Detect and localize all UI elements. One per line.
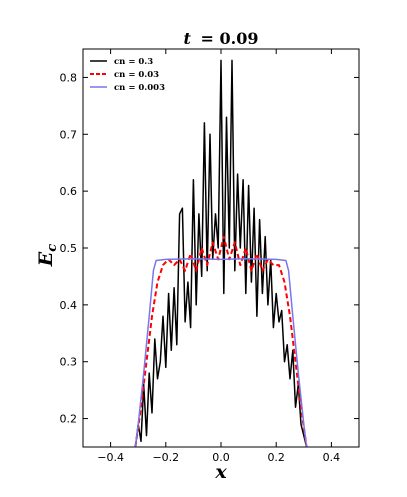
chart-title-operator: = (201, 29, 220, 48)
x-tick-label: −0.2 (152, 451, 179, 464)
series-line-1 (134, 59, 308, 447)
series-line-3 (134, 258, 308, 447)
chart-title-value: 0.09 (219, 29, 258, 48)
legend: cn = 0.3 cn = 0.03 cn = 0.003 (90, 57, 165, 93)
legend-label-2: cn = 0.03 (114, 70, 159, 80)
x-tick-label: −0.4 (97, 451, 124, 464)
x-tick-label: 0.4 (323, 451, 341, 464)
plot-frame (82, 48, 360, 448)
chart-title: t = 0.09 (184, 29, 259, 48)
y-axis-label-subscript: c (45, 244, 60, 252)
x-axis-label: x (214, 461, 227, 483)
y-tick-label: 0.7 (60, 128, 78, 141)
chart-title-symbol: t (184, 29, 192, 48)
y-axis-label-main: E (35, 251, 57, 267)
y-tick-label: 0.3 (60, 356, 78, 369)
series-layer (134, 59, 308, 447)
y-tick-label: 0.8 (60, 71, 78, 84)
y-axis-label: Ec (35, 244, 60, 267)
x-tick-label: 0.0 (212, 451, 230, 464)
legend-label-3: cn = 0.003 (114, 83, 165, 93)
tick-layer: −0.4 −0.2 0.0 0.2 0.4 0.2 0.3 0.4 0.5 0.6 0.7 0.8 (60, 49, 359, 464)
x-tick-label: 0.2 (267, 451, 285, 464)
y-tick-label: 0.4 (60, 299, 78, 312)
y-tick-label: 0.2 (60, 413, 78, 426)
y-tick-label: 0.6 (60, 185, 78, 198)
series-line-2 (134, 235, 308, 447)
y-tick-label: 0.5 (60, 242, 78, 255)
legend-label-1: cn = 0.3 (114, 57, 153, 67)
